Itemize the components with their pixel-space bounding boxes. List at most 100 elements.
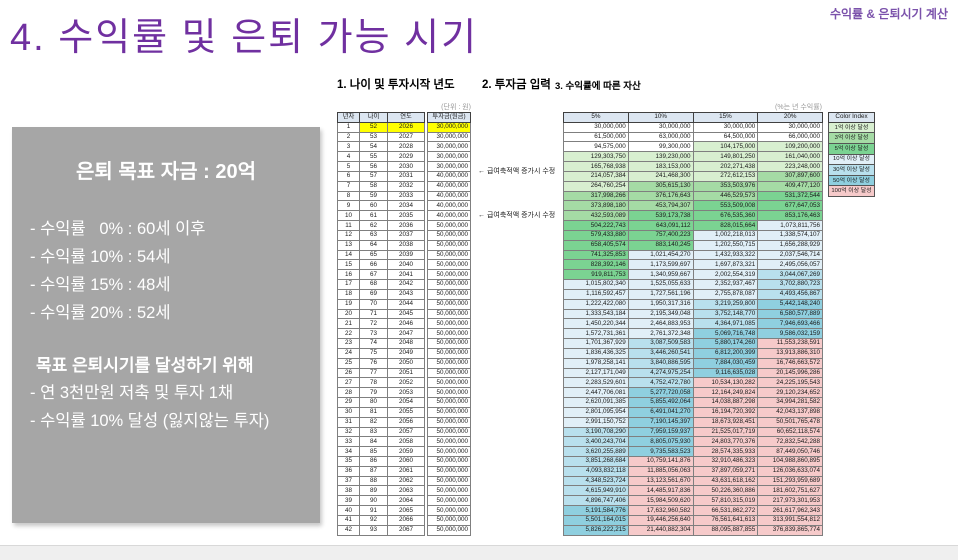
cell-year-index: 7: [337, 180, 360, 192]
legend-header: Color Index: [828, 112, 875, 123]
legend-label: 1억 이상 달성: [828, 121, 875, 134]
header-rate-5: 5%: [563, 112, 629, 123]
cell-investment: 50,000,000: [427, 367, 471, 379]
table-row: 2,447,706,081 5,277,720,058 12,164,249,824…: [563, 387, 823, 399]
table-row: 40 91 2065: [337, 505, 425, 516]
cell-asset-10: 183,153,000: [627, 161, 694, 172]
cell-asset-5: 214,057,384: [563, 170, 629, 182]
cell-year-index: 26: [337, 367, 360, 379]
table-row: 25 76 2050: [337, 357, 425, 369]
cell-age: 86: [359, 455, 388, 467]
cell-asset-20: 853,176,463: [757, 210, 823, 222]
table-row: 23 74 2048: [337, 338, 425, 349]
cell-year-index: 21: [337, 318, 360, 330]
cell-year-index: 25: [337, 357, 360, 369]
cell-asset-10: 757,400,223: [627, 229, 694, 241]
retirement-goal-box: 은퇴 목표 자금 : 20억 - 수익률 0% : 60세 이후 - 수익률 1…: [12, 127, 320, 523]
cell-year: 2055: [387, 406, 425, 418]
cell-investment: 50,000,000: [427, 505, 471, 516]
table-row: 432,593,089 539,173,738 676,535,360 853,176…: [563, 210, 823, 222]
table-row: 6 57 2031: [337, 170, 425, 182]
table-row: 22 73 2047: [337, 328, 425, 340]
year-age-table: 년차 나이 연도 1 52 2026 2 53 2027 3 54 2028 4 55 2029 5 56 20…: [337, 112, 425, 536]
table-row: 1,116,592,457 1,727,561,196 2,755,878,087 4…: [563, 288, 823, 300]
cell-asset-20: 1,338,574,107: [757, 229, 823, 241]
cell-asset-10: 19,446,256,640: [627, 514, 694, 526]
cell-asset-10: 2,761,372,348: [627, 328, 694, 340]
cell-year-index: 9: [337, 200, 360, 212]
cell-asset-15: 676,535,360: [692, 210, 759, 222]
cell-asset-15: 5,880,174,260: [692, 338, 759, 349]
cell-asset-5: 1,116,592,457: [563, 288, 629, 300]
table-row: 50,000,000: [427, 416, 471, 428]
cell-investment: 50,000,000: [427, 485, 471, 497]
table-row: 29 80 2054: [337, 397, 425, 408]
cell-year-index: 38: [337, 485, 360, 497]
cell-age: 79: [359, 387, 388, 399]
cell-age: 59: [359, 190, 388, 202]
cell-year: 2057: [387, 426, 425, 438]
table-row: 1,015,802,340 1,525,055,633 2,352,937,467 3…: [563, 279, 823, 290]
cell-year-index: 12: [337, 229, 360, 241]
cell-asset-20: 7,946,693,466: [757, 318, 823, 330]
cell-age: 67: [359, 269, 388, 281]
table-row: 42 93 2067: [337, 524, 425, 536]
cell-asset-5: 5,501,164,015: [563, 514, 629, 526]
cell-asset-5: 4,615,949,910: [563, 485, 629, 497]
table-row: 5,191,584,776 17,632,960,582 66,531,862,27…: [563, 505, 823, 516]
cell-investment: 40,000,000: [427, 200, 471, 212]
cell-asset-15: 10,534,130,282: [692, 377, 759, 389]
table-row: 129,303,750 139,230,000 149,801,250 161,040…: [563, 151, 823, 163]
cell-year-index: 40: [337, 505, 360, 516]
cell-asset-20: 50,501,765,478: [757, 416, 823, 428]
spreadsheet-area: 1. 나이 및 투자시작 년도 2. 투자금 입력 3. 수익률에 따른 자산 …: [330, 70, 958, 536]
cell-year-index: 41: [337, 514, 360, 526]
cell-asset-10: 1,727,561,196: [627, 288, 694, 300]
table-row: 41 92 2066: [337, 514, 425, 526]
cell-year-index: 15: [337, 259, 360, 271]
cell-asset-10: 3,840,886,595: [627, 357, 694, 369]
table-row: 33 84 2058: [337, 436, 425, 448]
legend-row: 30억 이상 달성: [828, 164, 875, 176]
cell-year: 2033: [387, 190, 425, 202]
table-row: 50,000,000: [427, 269, 471, 281]
cell-investment: 30,000,000: [427, 131, 471, 143]
cell-asset-20: 104,988,860,895: [757, 455, 823, 467]
header-rate-10: 10%: [627, 112, 694, 123]
section-label-investment: 2. 투자금 입력: [482, 79, 551, 91]
cell-asset-10: 883,140,245: [627, 239, 694, 251]
cell-asset-15: 828,015,664: [692, 220, 759, 231]
cell-age: 58: [359, 180, 388, 192]
goal-subheading: 목표 은퇴시기를 달성하기 위해: [36, 356, 254, 375]
cell-investment: 30,000,000: [427, 151, 471, 163]
salary-update-annotation: ← 급여축적액 증가시 수정: [478, 212, 556, 220]
table-row: 61,500,000 63,000,000 64,500,000 66,000,000: [563, 131, 823, 143]
cell-asset-5: 2,283,529,601: [563, 377, 629, 389]
cell-asset-20: 72,832,542,288: [757, 436, 823, 448]
table-row: 50,000,000: [427, 524, 471, 536]
cell-year: 2066: [387, 514, 425, 526]
cell-investment: 40,000,000: [427, 180, 471, 192]
cell-investment: 50,000,000: [427, 387, 471, 399]
cell-asset-5: 1,222,422,080: [563, 298, 629, 310]
returns-table: 5% 10% 15% 20% 30,000,000 30,000,000 30,000,0…: [563, 112, 823, 536]
table-row: 2,620,091,385 5,855,492,064 14,038,887,298…: [563, 397, 823, 408]
cell-asset-20: 4,493,456,867: [757, 288, 823, 300]
table-header-row: 5% 10% 15% 20%: [563, 112, 823, 123]
table-row: 919,811,753 1,340,959,667 2,002,554,319 3,0…: [563, 269, 823, 281]
table-row: 26 77 2051: [337, 367, 425, 379]
cell-asset-15: 16,194,720,392: [692, 406, 759, 418]
cell-asset-5: 504,222,743: [563, 220, 629, 231]
cell-asset-15: 28,574,335,933: [692, 446, 759, 457]
cell-year: 2059: [387, 446, 425, 457]
cell-year-index: 11: [337, 220, 360, 231]
cell-year: 2027: [387, 131, 425, 143]
table-row: 5,501,164,015 19,446,256,640 76,561,641,61…: [563, 514, 823, 526]
cell-investment: 30,000,000: [427, 141, 471, 153]
cell-investment: 50,000,000: [427, 524, 471, 536]
cell-year-index: 35: [337, 455, 360, 467]
cell-asset-20: 60,652,118,574: [757, 426, 823, 438]
cell-asset-15: 2,002,554,319: [692, 269, 759, 281]
cell-investment: 50,000,000: [427, 279, 471, 290]
table-row: 4,896,747,406 15,984,509,620 57,810,315,01…: [563, 495, 823, 507]
